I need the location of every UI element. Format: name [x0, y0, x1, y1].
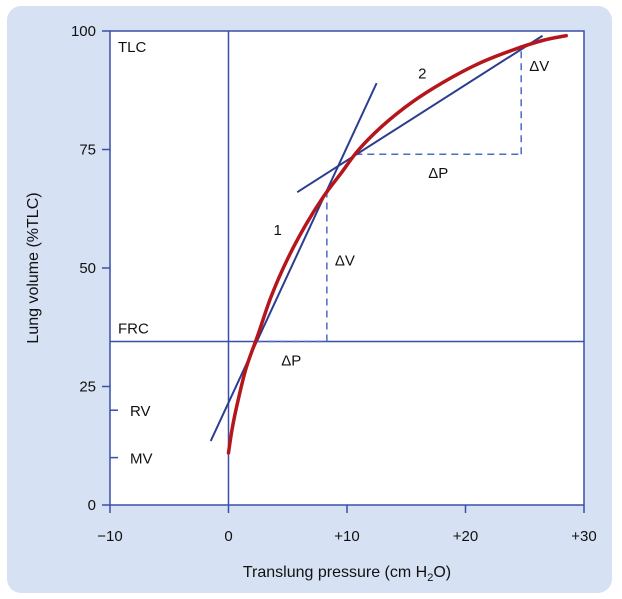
x-tick-label: +30: [571, 528, 596, 545]
y-axis-title: Lung volume (%TLC): [25, 192, 42, 343]
x-axis-title-end: O): [433, 564, 451, 581]
curve-label-1: 1: [274, 222, 282, 239]
tlc-label: TLC: [118, 39, 147, 56]
mv-label: MV: [130, 451, 153, 468]
tangent-line-1: [209, 82, 378, 442]
x-axis-title-main: Translung pressure (cm H: [243, 564, 427, 581]
x-axis-title-subscript: 2: [427, 572, 433, 584]
x-tick-label: −10: [97, 528, 122, 545]
x-axis-title: Translung pressure (cm H2O): [243, 564, 451, 584]
curve-layer: [226, 33, 568, 455]
curve-label-2: 2: [418, 65, 426, 82]
x-tick-label: 0: [224, 528, 232, 545]
y-tick-label: 0: [88, 497, 96, 514]
y-tick-label: 75: [79, 142, 96, 159]
delta-p-label-low: ΔP: [281, 352, 301, 369]
y-tick-label: 25: [79, 379, 96, 396]
y-tick-label: 50: [79, 260, 96, 277]
tangent-layer: [209, 34, 544, 442]
x-tick-label: +20: [453, 528, 478, 545]
frc-label: FRC: [118, 320, 149, 337]
delta-p-label-high: ΔP: [428, 165, 448, 182]
delta-box-layer: [255, 47, 522, 343]
grid-layer: [110, 31, 584, 505]
rv-label: RV: [130, 403, 151, 420]
tangent-line-2: [296, 34, 544, 194]
delta-v-label-high: ΔV: [529, 58, 549, 75]
plot-area: [109, 30, 585, 506]
annotation-layer: ΔP ΔV ΔP ΔV TLC FRC RV MV 1 2: [110, 39, 549, 468]
pressure-volume-curve: [226, 33, 568, 455]
delta-v-label-low: ΔV: [335, 253, 355, 270]
y-tick-label: 100: [71, 23, 96, 40]
x-tick-label: +10: [334, 528, 359, 545]
